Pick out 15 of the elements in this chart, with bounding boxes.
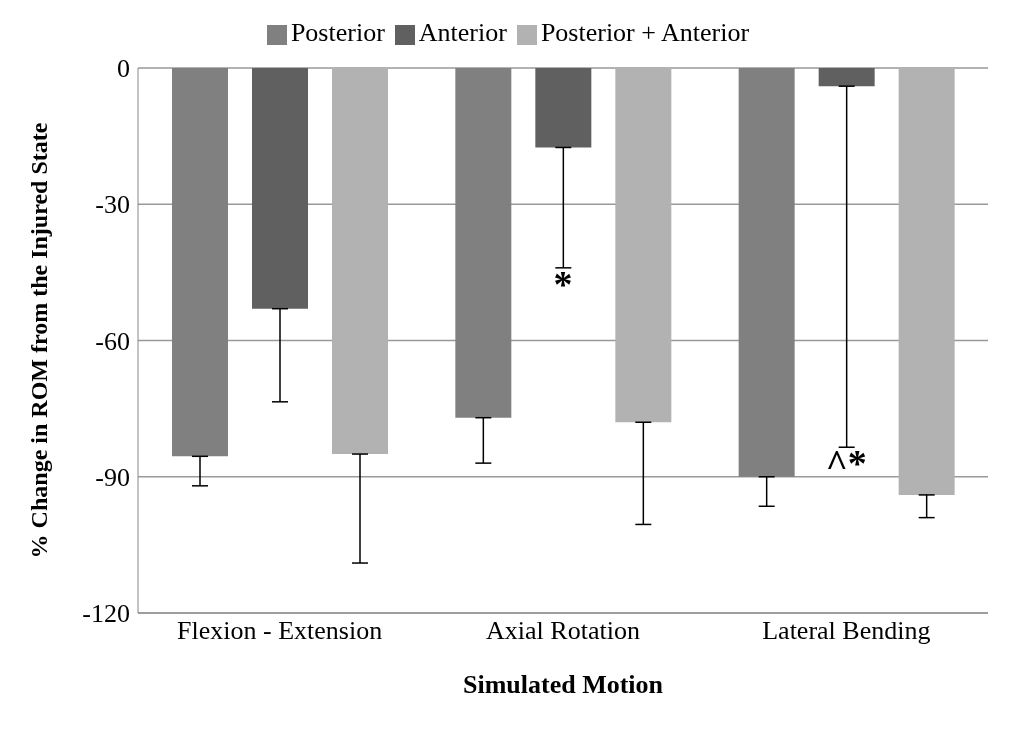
y-tick-label: -30	[95, 190, 130, 220]
x-tick-label: Lateral Bending	[762, 616, 931, 646]
y-tick-label: -90	[95, 462, 130, 492]
annotation: ^*	[825, 442, 867, 485]
legend-label: Anterior	[418, 18, 507, 47]
x-axis-title: Simulated Motion	[462, 670, 664, 699]
annotation: *	[553, 262, 573, 305]
x-tick-label: Flexion - Extension	[177, 616, 383, 646]
y-tick-label: 0	[117, 54, 130, 84]
y-tick-label: -60	[95, 326, 130, 356]
legend-label: Posterior	[290, 18, 385, 47]
y-axis-title: % Change in ROM from the Injured State	[25, 122, 52, 559]
x-tick-label: Axial Rotation	[486, 616, 640, 646]
y-tick-label: -120	[82, 599, 130, 629]
legend-label: Posterior + Anterior	[540, 18, 750, 47]
